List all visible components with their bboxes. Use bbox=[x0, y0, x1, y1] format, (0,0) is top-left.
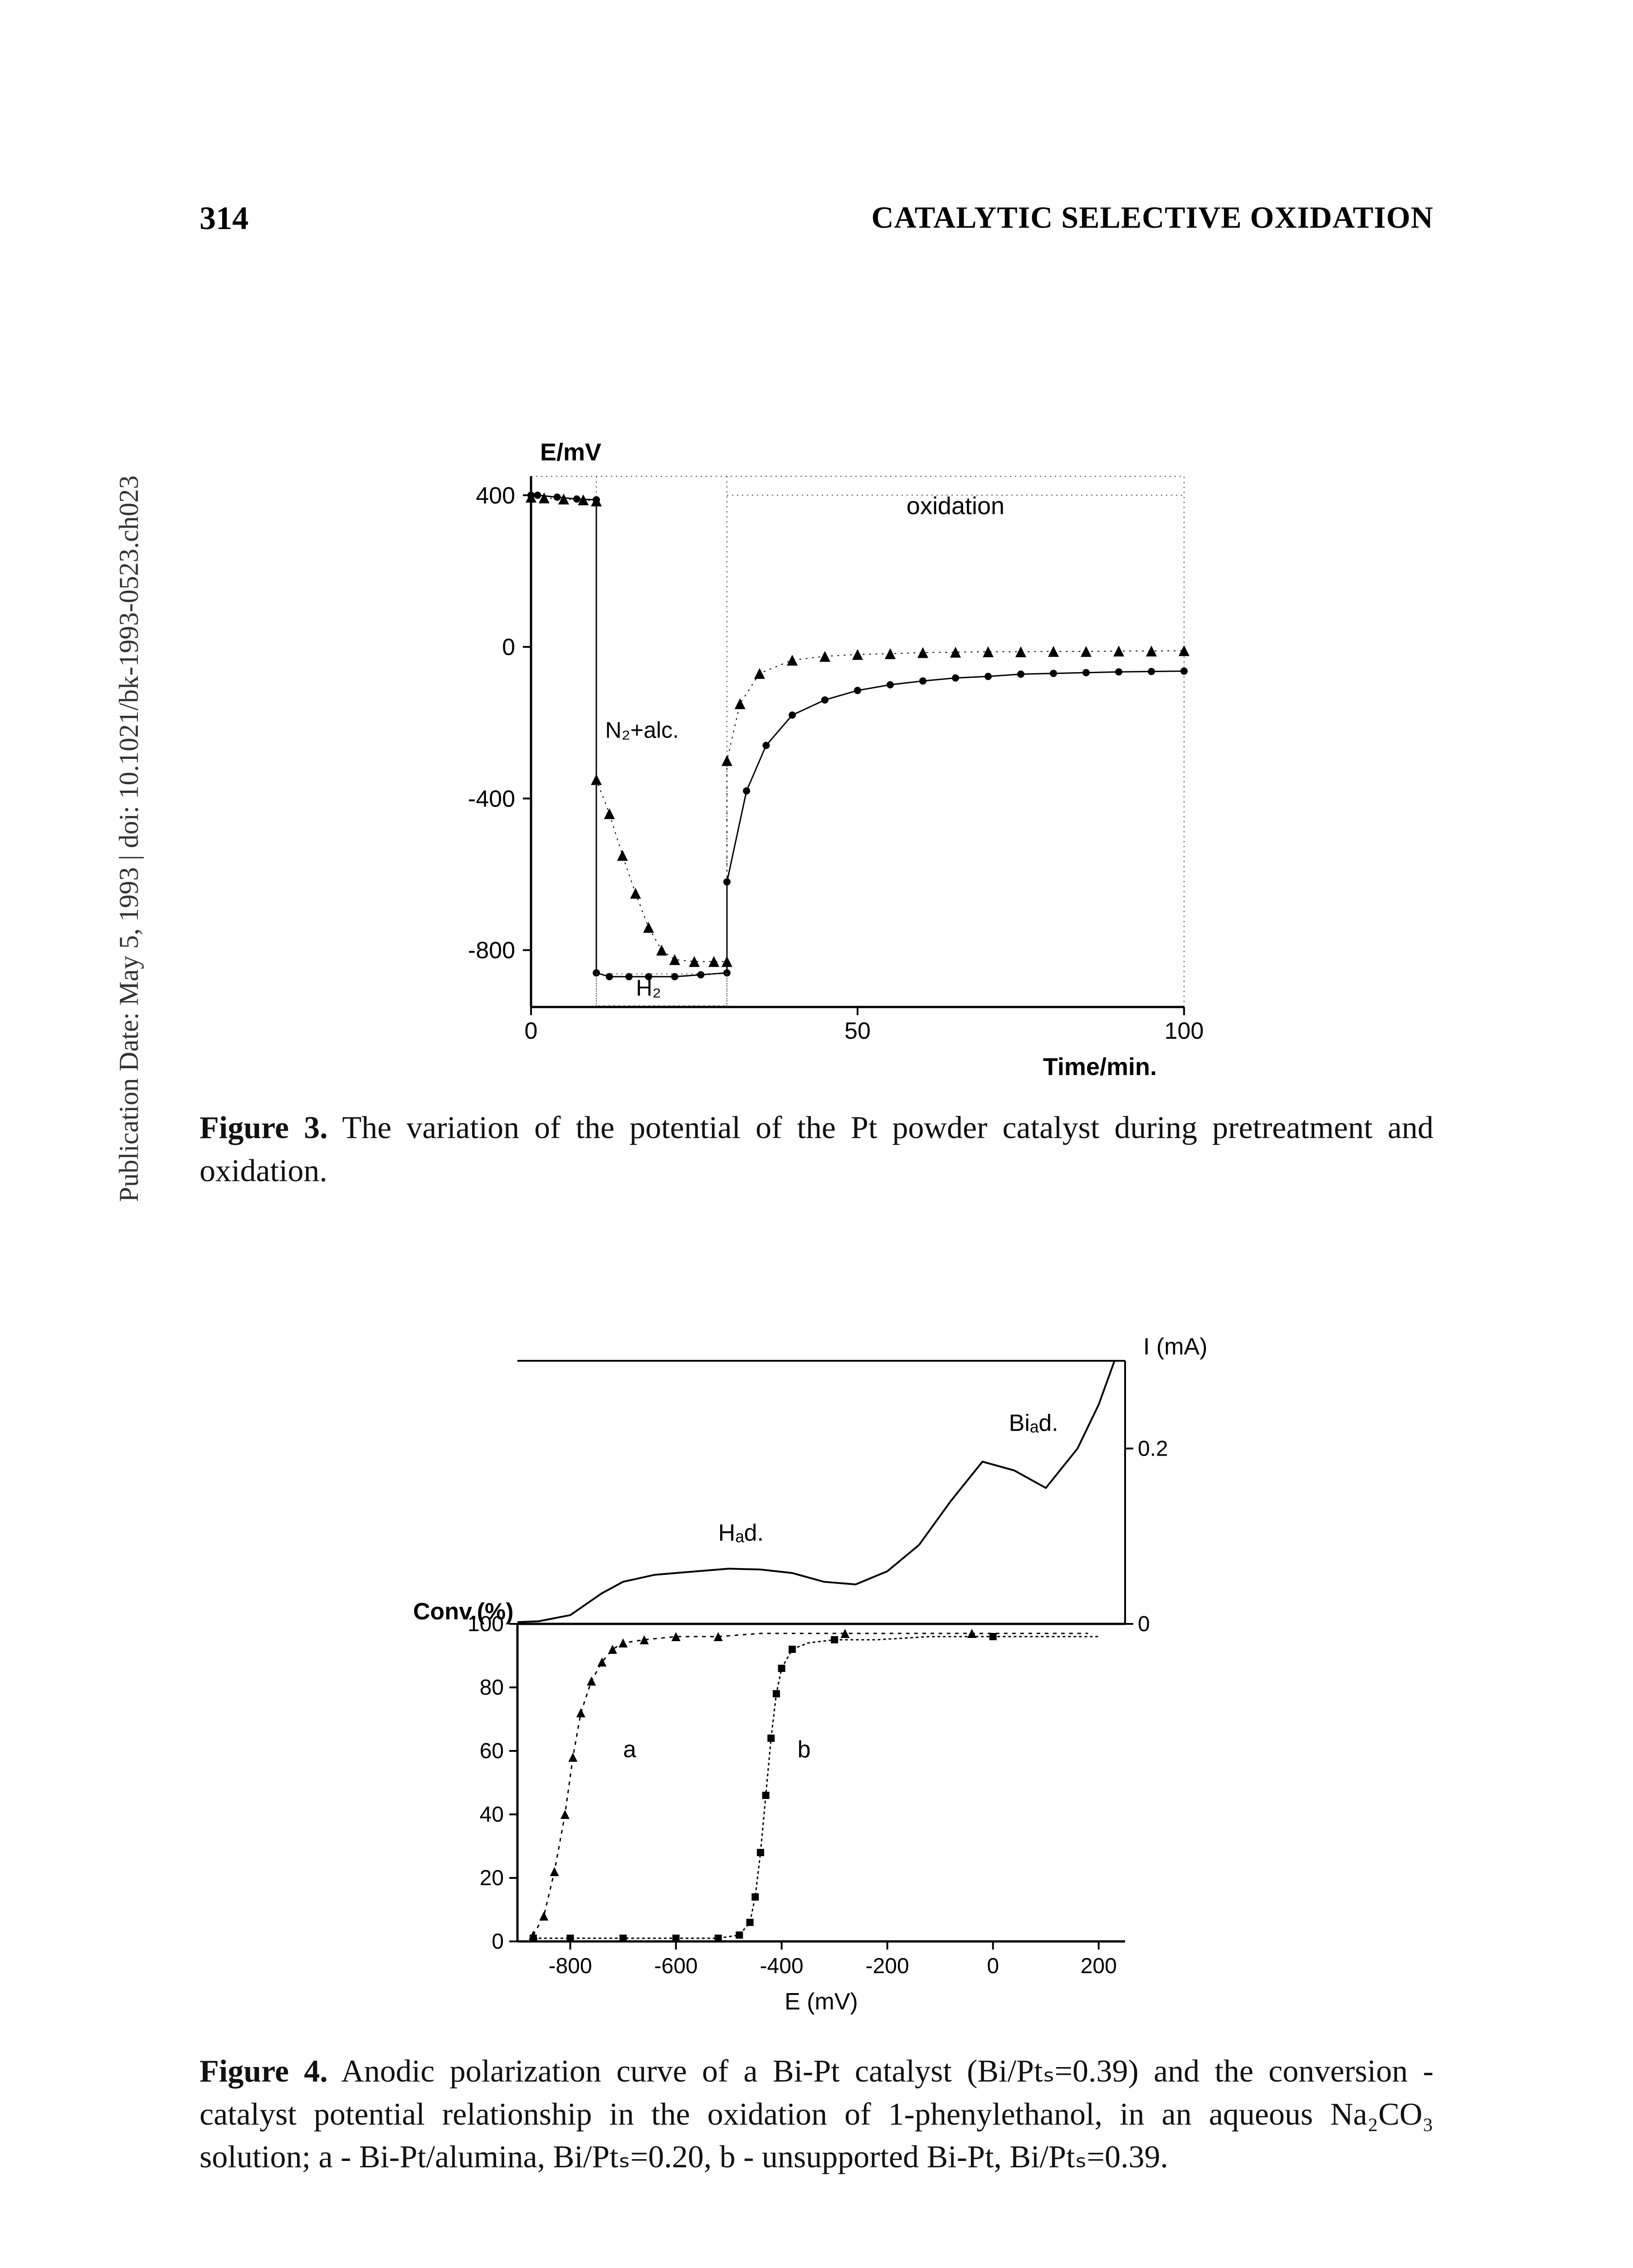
page-footer: In Catalytic Selective Oxidation; Oyama,… bbox=[0, 2265, 1633, 2268]
svg-text:-400: -400 bbox=[468, 786, 515, 812]
svg-text:80: 80 bbox=[479, 1676, 503, 1700]
svg-text:0: 0 bbox=[502, 634, 515, 660]
svg-text:H₂: H₂ bbox=[636, 975, 661, 1001]
figure-4-caption-text: Anodic polarization curve of a Bi-Pt cat… bbox=[200, 2054, 1433, 2175]
figure-3-caption-lead: Figure 3. bbox=[200, 1110, 328, 1145]
figure-3-caption-text: The variation of the potential of the Pt… bbox=[200, 1110, 1433, 1188]
svg-text:200: 200 bbox=[1080, 1954, 1116, 1978]
svg-text:100: 100 bbox=[467, 1612, 503, 1636]
svg-text:Biₐd.: Biₐd. bbox=[1009, 1410, 1058, 1437]
svg-text:400: 400 bbox=[476, 483, 515, 509]
running-head: CATALYTIC SELECTIVE OXIDATION bbox=[872, 200, 1433, 235]
svg-text:I (mA): I (mA) bbox=[1143, 1334, 1208, 1360]
svg-text:60: 60 bbox=[479, 1739, 503, 1763]
page-number: 314 bbox=[200, 200, 249, 237]
figure-4-chart: I (mA)00.2Hₐd.Biₐd.Conv.(%)020406080100-… bbox=[363, 1325, 1270, 2032]
svg-text:0: 0 bbox=[1138, 1612, 1150, 1636]
svg-text:Hₐd.: Hₐd. bbox=[718, 1520, 763, 1546]
figure-3-caption: Figure 3. The variation of the potential… bbox=[200, 1107, 1433, 1193]
figure-4: I (mA)00.2Hₐd.Biₐd.Conv.(%)020406080100-… bbox=[200, 1325, 1433, 2179]
svg-text:N₂+alc.: N₂+alc. bbox=[605, 718, 679, 743]
svg-text:oxidation: oxidation bbox=[906, 493, 1004, 520]
svg-text:100: 100 bbox=[1164, 1018, 1204, 1044]
svg-text:-800: -800 bbox=[548, 1954, 592, 1978]
svg-text:E (mV): E (mV) bbox=[785, 1989, 858, 2015]
svg-text:-800: -800 bbox=[468, 938, 515, 964]
svg-text:-200: -200 bbox=[865, 1954, 909, 1978]
svg-text:0: 0 bbox=[492, 1930, 504, 1954]
figure-4-caption-lead: Figure 4. bbox=[200, 2054, 328, 2089]
svg-text:-600: -600 bbox=[654, 1954, 697, 1978]
svg-text:40: 40 bbox=[479, 1803, 503, 1827]
figure-4-caption: Figure 4. Anodic polarization curve of a… bbox=[200, 2050, 1433, 2179]
svg-text:a: a bbox=[623, 1736, 636, 1763]
side-citation: Publication Date: May 5, 1993 | doi: 10.… bbox=[113, 475, 145, 1202]
figure-3: -800 -400 0 400 0 50 100 E/mV Time/min. oxidation… bbox=[200, 417, 1433, 1193]
figure-3-chart: -800 -400 0 400 0 50 100 E/mV Time/min. oxidation… bbox=[386, 417, 1248, 1089]
svg-text:Time/min.: Time/min. bbox=[1043, 1053, 1156, 1080]
svg-text:50: 50 bbox=[844, 1018, 871, 1044]
svg-text:b: b bbox=[797, 1736, 810, 1763]
svg-text:-400: -400 bbox=[760, 1954, 803, 1978]
svg-text:0: 0 bbox=[987, 1954, 999, 1978]
svg-text:0.2: 0.2 bbox=[1138, 1437, 1168, 1461]
svg-text:E/mV: E/mV bbox=[540, 439, 601, 466]
svg-text:0: 0 bbox=[524, 1018, 537, 1044]
svg-text:20: 20 bbox=[479, 1866, 503, 1890]
